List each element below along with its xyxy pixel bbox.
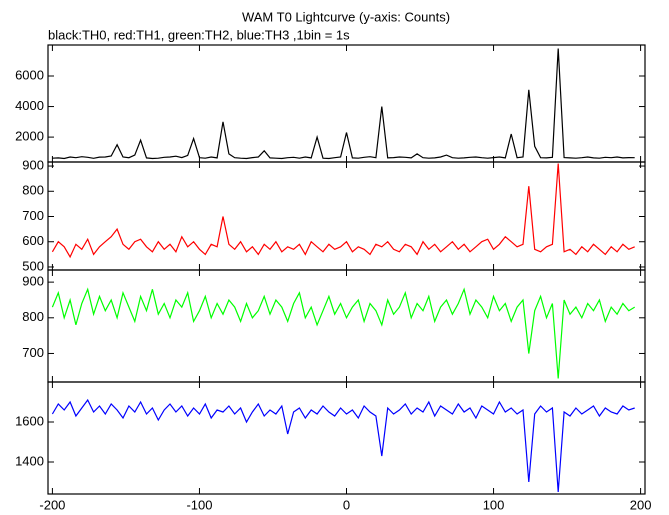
panel-frame	[47, 381, 646, 495]
x-tick-label: 0	[343, 497, 350, 512]
x-tick-label: 200	[630, 497, 652, 512]
y-tick-label: 1600	[15, 413, 44, 428]
y-tick-label: 1400	[15, 453, 44, 468]
y-tick-label: 800	[22, 183, 44, 198]
panel-frame	[47, 269, 646, 383]
y-tick-label: 800	[22, 309, 44, 324]
y-tick-label: 600	[22, 233, 44, 248]
light-curve	[51, 163, 635, 259]
light-curve	[52, 48, 635, 160]
y-tick-label: 4000	[15, 98, 44, 113]
chart-title: WAM T0 Lightcurve (y-axis: Counts)	[242, 9, 450, 24]
y-tick-label: 500	[22, 258, 44, 273]
light-curve	[51, 287, 636, 379]
y-tick-label: 2000	[15, 129, 44, 144]
panel-frame	[47, 161, 646, 271]
x-tick-label: -200	[39, 497, 65, 512]
y-tick-label: 700	[22, 345, 44, 360]
y-tick-label: 900	[22, 157, 44, 172]
y-tick-label: 700	[22, 208, 44, 223]
light-curve	[51, 398, 635, 493]
y-tick-label: 6000	[15, 67, 44, 82]
x-tick-label: -100	[186, 497, 212, 512]
y-tick-label: 900	[22, 274, 44, 289]
chart-subtitle: black:TH0, red:TH1, green:TH2, blue:TH3 …	[48, 27, 350, 42]
x-tick-label: 100	[483, 497, 505, 512]
